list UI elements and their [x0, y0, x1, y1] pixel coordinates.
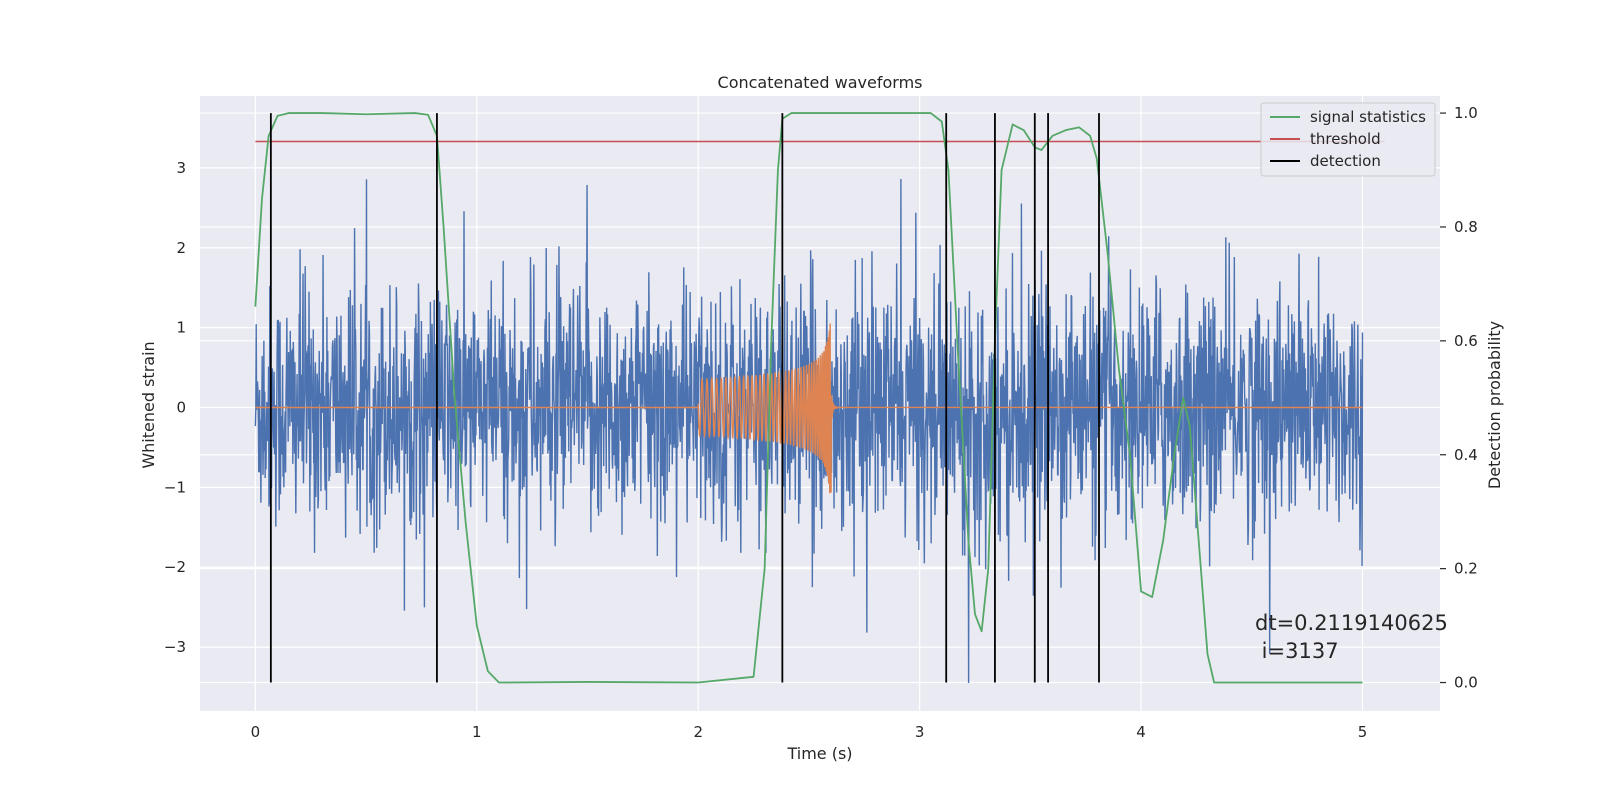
legend-label-detection: detection — [1310, 152, 1381, 170]
legend-label-threshold: threshold — [1310, 130, 1381, 148]
legend: signal statistics threshold detection — [1260, 102, 1436, 177]
y-right-tick-label: 0.6 — [1454, 332, 1478, 350]
detection-series — [269, 113, 1100, 683]
y-tick-label: −3 — [164, 638, 186, 656]
y-tick-label: 0 — [176, 398, 186, 416]
signal-statistics-series — [254, 112, 1363, 684]
x-tick-label: 2 — [693, 723, 703, 741]
x-tick-label: 4 — [1136, 723, 1146, 741]
annotation-index: i=3137 — [1255, 639, 1339, 663]
y-tick-label: −1 — [164, 478, 186, 496]
y-right-tick-label: 0.2 — [1454, 560, 1478, 578]
y-axis-ticks-right: 0.0 0.2 0.4 0.6 0.8 1.0 — [1440, 104, 1478, 692]
x-tick-label: 5 — [1358, 723, 1368, 741]
y-axis-label-left: Whitened strain — [139, 341, 158, 468]
x-axis-ticks: 0 1 2 3 4 5 — [251, 723, 1368, 741]
legend-label-signal-statistics: signal statistics — [1310, 108, 1426, 126]
y-tick-label: 2 — [176, 239, 186, 257]
chart-title: Concatenated waveforms — [718, 73, 923, 92]
signal-statistics-line — [254, 112, 1363, 684]
y-right-tick-label: 0.8 — [1454, 218, 1478, 236]
y-right-tick-label: 0.4 — [1454, 446, 1478, 464]
y-tick-label: 1 — [176, 319, 186, 337]
y-axis-label-right: Detection probability — [1485, 321, 1504, 489]
x-tick-label: 3 — [915, 723, 925, 741]
y-tick-label: −2 — [164, 558, 186, 576]
y-axis-ticks-left: −3 −2 −1 0 1 2 3 — [164, 159, 186, 656]
chirp-series — [255, 323, 1363, 494]
x-tick-label: 1 — [472, 723, 482, 741]
annotation-dt: dt=0.2119140625 — [1255, 611, 1448, 635]
x-axis-label: Time (s) — [786, 744, 852, 763]
y-right-tick-label: 1.0 — [1454, 104, 1478, 122]
y-tick-label: 3 — [176, 159, 186, 177]
legend-frame — [1260, 102, 1436, 177]
chirp-line — [255, 323, 1363, 494]
y-right-tick-label: 0.0 — [1454, 674, 1478, 692]
x-tick-label: 0 — [251, 723, 261, 741]
